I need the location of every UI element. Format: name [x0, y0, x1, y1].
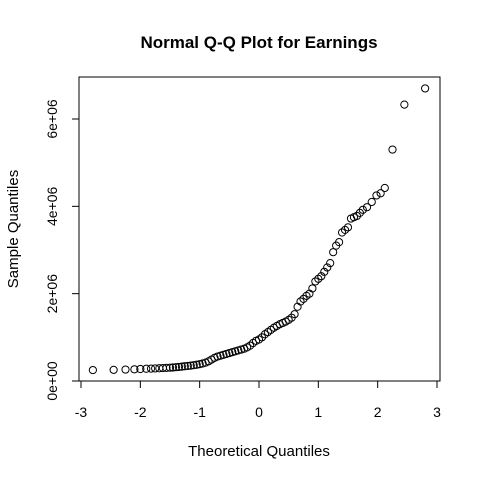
data-point [290, 310, 299, 319]
data-point [88, 365, 97, 375]
data-point [362, 203, 372, 212]
data-point [162, 363, 171, 372]
data-point [400, 100, 409, 109]
y-tick-label: 6e+06 [44, 99, 60, 139]
y-tick-label: 0e+00 [44, 361, 60, 401]
data-point [186, 361, 195, 370]
data-point [355, 208, 364, 217]
data-point [340, 225, 350, 235]
x-tick-label: -1 [193, 404, 206, 420]
y-tick-label: 2e+06 [44, 274, 60, 314]
data-point [183, 361, 192, 371]
data-point [317, 272, 326, 281]
data-point [326, 259, 335, 268]
data-point [376, 189, 385, 198]
data-point [130, 365, 139, 374]
data-point [335, 238, 344, 247]
x-axis-ticks: -3 -2 -1 0 1 2 3 [75, 381, 441, 420]
data-point [151, 364, 160, 373]
data-point [174, 362, 183, 372]
data-point [314, 274, 323, 283]
data-point [372, 191, 381, 200]
data-point [180, 362, 189, 371]
data-points [88, 84, 430, 375]
y-axis-ticks: 0e+00 2e+06 4e+06 6e+06 [44, 99, 79, 401]
data-point [352, 211, 361, 221]
data-point [146, 364, 156, 373]
data-point [168, 363, 178, 372]
y-axis-label: Sample Quantiles [5, 170, 22, 288]
data-point [308, 284, 317, 293]
data-point [296, 297, 305, 306]
x-tick-label: -2 [134, 404, 147, 420]
data-point [343, 223, 353, 232]
data-point [121, 365, 130, 374]
x-tick-label: 1 [314, 404, 322, 420]
y-tick-label: 4e+06 [44, 186, 60, 226]
data-point [337, 228, 347, 237]
data-point [367, 197, 376, 207]
data-point [358, 205, 367, 214]
x-axis-label: Theoretical Quantiles [188, 443, 330, 460]
data-point [299, 294, 308, 304]
data-point [257, 333, 267, 342]
data-point [246, 341, 255, 350]
data-point [109, 365, 118, 374]
data-point [192, 360, 201, 369]
chart-title: Normal Q-Q Plot for Earnings [140, 33, 377, 52]
data-point [171, 363, 181, 372]
data-point [136, 364, 145, 374]
data-point [189, 361, 198, 370]
data-point [320, 267, 329, 276]
data-point [421, 84, 430, 93]
x-tick-label: -3 [75, 404, 88, 420]
data-point [388, 145, 397, 154]
data-point [323, 263, 332, 272]
x-tick-label: 2 [374, 404, 382, 420]
data-point [165, 363, 175, 372]
data-point [177, 362, 186, 371]
x-tick-label: 3 [433, 404, 441, 420]
data-point [142, 364, 151, 373]
data-point [329, 248, 338, 257]
data-point [380, 183, 389, 193]
data-point [195, 360, 204, 369]
x-tick-label: 0 [255, 404, 263, 420]
data-point [311, 277, 320, 286]
